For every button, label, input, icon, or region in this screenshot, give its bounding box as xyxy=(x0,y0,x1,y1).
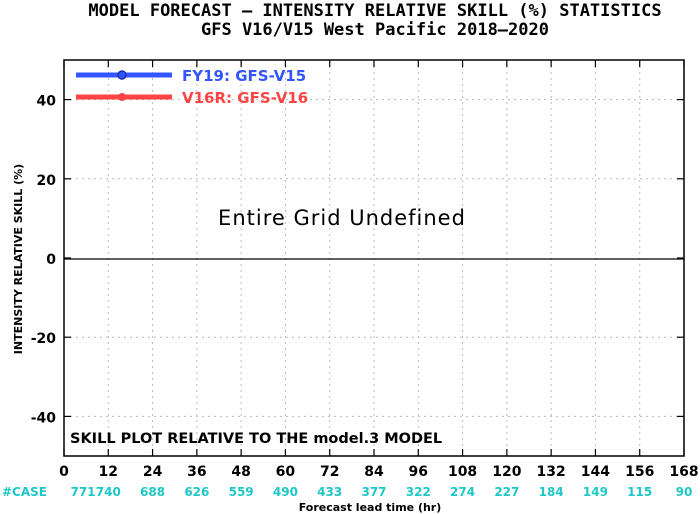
case-count: 771 xyxy=(70,485,95,499)
legend-label-v15: FY19: GFS-V15 xyxy=(182,67,306,85)
case-count: 274 xyxy=(450,485,475,499)
x-tick-label: 84 xyxy=(364,464,384,480)
x-tick-label: 36 xyxy=(187,464,206,480)
y-tick-label: 20 xyxy=(37,173,57,189)
grid xyxy=(64,60,684,456)
case-label: #CASE xyxy=(2,485,47,499)
reference-model-note: SKILL PLOT RELATIVE TO THE model.3 MODEL xyxy=(70,431,442,447)
x-tick-label: 0 xyxy=(59,464,69,480)
case-count: 90 xyxy=(676,485,693,499)
case-count: 433 xyxy=(317,485,342,499)
x-tick-label: 120 xyxy=(492,464,521,480)
undefined-grid-note: Entire Grid Undefined xyxy=(218,206,466,230)
case-count: 377 xyxy=(361,485,386,499)
y-axis-label: INTENSITY RELATIVE SKILL (%) xyxy=(12,164,25,354)
case-count: 115 xyxy=(627,485,652,499)
y-tick-label: -40 xyxy=(31,410,57,426)
x-tick-label: 132 xyxy=(537,464,566,480)
case-count: 559 xyxy=(229,485,254,499)
x-tick-label: 60 xyxy=(276,464,296,480)
legend-marker-filled-circle xyxy=(118,93,126,101)
y-tick-label: 40 xyxy=(37,94,57,110)
x-tick-label: 48 xyxy=(231,464,250,480)
chart-title: MODEL FORECAST — INTENSITY RELATIVE SKIL… xyxy=(88,1,661,21)
case-count: 490 xyxy=(273,485,298,499)
legend: FY19: GFS-V15 V16R: GFS-V16 xyxy=(76,67,308,107)
x-tick-label: 96 xyxy=(409,464,428,480)
x-tick-label: 24 xyxy=(143,464,163,480)
x-tick-label: 144 xyxy=(581,464,610,480)
y-axis: 40 20 0 -20 -40 xyxy=(31,94,684,426)
x-tick-label: 12 xyxy=(99,464,118,480)
case-count: 688 xyxy=(140,485,165,499)
case-count: 149 xyxy=(583,485,608,499)
case-count: 184 xyxy=(539,485,564,499)
case-count: 626 xyxy=(184,485,209,499)
x-tick-label: 108 xyxy=(448,464,477,480)
x-tick-label: 72 xyxy=(320,464,339,480)
y-tick-label: -20 xyxy=(31,331,57,347)
legend-marker-open-circle xyxy=(117,70,127,80)
case-count: 322 xyxy=(406,485,431,499)
x-tick-label: 156 xyxy=(625,464,654,480)
case-count: 740 xyxy=(96,485,121,499)
legend-label-v16: V16R: GFS-V16 xyxy=(182,89,308,107)
case-count: 227 xyxy=(494,485,519,499)
chart-subtitle: GFS V16/V15 West Pacific 2018—2020 xyxy=(201,20,549,40)
x-axis-label: Forecast lead time (hr) xyxy=(299,501,442,514)
x-axis: 0 12 24 36 48 60 72 84 96 108 120 132 144 156 168 xyxy=(59,60,699,480)
x-tick-label: 168 xyxy=(669,464,698,480)
case-counts: #CASE 771 740 688 626 559 490 433 377 322 274 227 1… xyxy=(2,485,692,499)
y-tick-label: 0 xyxy=(46,252,56,268)
